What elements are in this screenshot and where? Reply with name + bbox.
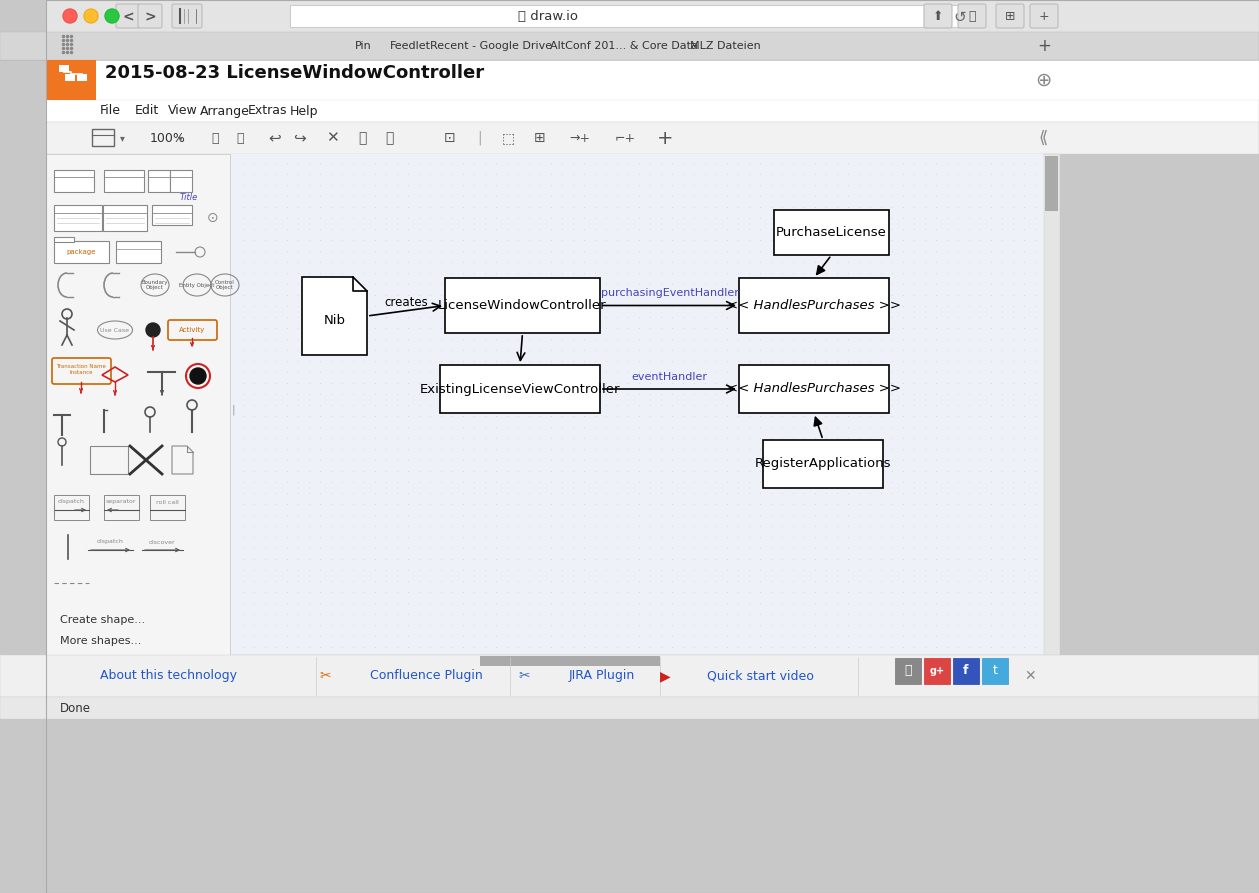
Text: separator: separator: [106, 499, 136, 505]
Text: dispatch: dispatch: [58, 499, 84, 505]
Text: +: +: [1037, 37, 1051, 55]
FancyBboxPatch shape: [104, 170, 144, 192]
Circle shape: [63, 9, 77, 23]
Circle shape: [104, 9, 120, 23]
Text: View: View: [167, 104, 198, 118]
FancyBboxPatch shape: [47, 154, 230, 658]
FancyBboxPatch shape: [103, 205, 147, 231]
Text: g+: g+: [929, 666, 944, 676]
FancyBboxPatch shape: [54, 170, 94, 192]
Text: >: >: [145, 10, 156, 24]
Circle shape: [190, 368, 206, 384]
FancyBboxPatch shape: [924, 4, 952, 28]
Text: |: |: [232, 405, 235, 415]
Text: t: t: [992, 664, 997, 678]
FancyBboxPatch shape: [739, 365, 889, 413]
Text: ▾: ▾: [120, 133, 125, 143]
Text: 🔍: 🔍: [212, 131, 219, 145]
Text: roll call: roll call: [156, 499, 179, 505]
FancyBboxPatch shape: [149, 170, 170, 192]
Text: creates: creates: [384, 296, 428, 309]
FancyBboxPatch shape: [958, 4, 986, 28]
Text: ✕: ✕: [1024, 669, 1036, 683]
Text: <: <: [122, 10, 133, 24]
Text: ↩: ↩: [268, 130, 281, 146]
Text: ✂: ✂: [519, 669, 530, 683]
FancyBboxPatch shape: [0, 697, 1259, 719]
Text: ✂: ✂: [320, 669, 331, 683]
Text: 📝: 📝: [904, 664, 912, 678]
Text: Recent - Google Drive: Recent - Google Drive: [431, 41, 553, 51]
Text: << HandlesPurchases >>: << HandlesPurchases >>: [726, 382, 901, 396]
Text: package: package: [67, 249, 96, 255]
FancyBboxPatch shape: [774, 210, 889, 255]
Text: →+: →+: [569, 131, 590, 145]
Text: ⎙: ⎙: [358, 131, 366, 145]
FancyBboxPatch shape: [170, 170, 193, 192]
FancyBboxPatch shape: [59, 65, 69, 72]
Text: ⬆: ⬆: [933, 11, 943, 23]
FancyBboxPatch shape: [480, 656, 660, 666]
Text: Activity: Activity: [179, 327, 205, 333]
FancyBboxPatch shape: [152, 205, 193, 225]
Text: f: f: [963, 664, 968, 678]
Text: Arrange: Arrange: [200, 104, 249, 118]
Text: Control
Object: Control Object: [215, 280, 235, 290]
Text: Instance: Instance: [69, 371, 93, 375]
Text: Pin: Pin: [355, 41, 371, 51]
FancyBboxPatch shape: [138, 4, 162, 28]
FancyBboxPatch shape: [1044, 154, 1060, 664]
Text: discover: discover: [149, 539, 175, 545]
FancyBboxPatch shape: [47, 122, 1259, 154]
FancyBboxPatch shape: [230, 154, 1045, 664]
Text: ⊙: ⊙: [208, 211, 219, 225]
FancyBboxPatch shape: [1045, 156, 1058, 211]
FancyBboxPatch shape: [65, 74, 76, 81]
Text: Feedlet: Feedlet: [390, 41, 431, 51]
Text: ✕: ✕: [326, 130, 339, 146]
Text: dispatch: dispatch: [97, 539, 123, 545]
Text: ▾: ▾: [178, 133, 183, 143]
FancyBboxPatch shape: [54, 205, 102, 231]
Text: RegisterApplications: RegisterApplications: [754, 457, 891, 471]
FancyBboxPatch shape: [54, 237, 74, 242]
Text: ▶: ▶: [660, 669, 670, 683]
Text: ⊞: ⊞: [1005, 11, 1015, 23]
Text: 2015-08-23 LicenseWindowController: 2015-08-23 LicenseWindowController: [104, 64, 485, 82]
FancyBboxPatch shape: [116, 4, 140, 28]
Text: About this technology: About this technology: [99, 670, 237, 682]
Text: ↺: ↺: [953, 10, 967, 24]
FancyBboxPatch shape: [77, 74, 87, 81]
FancyBboxPatch shape: [0, 32, 1259, 60]
Text: eventHandler: eventHandler: [632, 372, 708, 382]
FancyBboxPatch shape: [116, 241, 161, 263]
Text: ⊡: ⊡: [444, 131, 456, 145]
Text: Confluence Plugin: Confluence Plugin: [370, 670, 482, 682]
Text: Use Case: Use Case: [101, 328, 130, 332]
FancyBboxPatch shape: [54, 241, 110, 263]
FancyBboxPatch shape: [996, 4, 1024, 28]
FancyBboxPatch shape: [895, 658, 922, 684]
Text: Boundary
Object: Boundary Object: [142, 280, 169, 290]
Text: |: |: [477, 130, 482, 146]
Text: ⎙: ⎙: [385, 131, 393, 145]
Text: ⬛: ⬛: [68, 75, 74, 85]
Text: Create shape...: Create shape...: [60, 615, 145, 625]
Text: Title: Title: [180, 193, 198, 202]
Text: 🔍: 🔍: [237, 131, 244, 145]
Text: More shapes...: More shapes...: [60, 636, 141, 646]
FancyBboxPatch shape: [439, 365, 601, 413]
FancyBboxPatch shape: [172, 4, 201, 28]
Text: << HandlesPurchases >>: << HandlesPurchases >>: [726, 299, 901, 312]
FancyBboxPatch shape: [47, 60, 96, 100]
Circle shape: [84, 9, 98, 23]
Text: Quick start video: Quick start video: [708, 670, 813, 682]
Text: PurchaseLicense: PurchaseLicense: [776, 226, 886, 239]
FancyBboxPatch shape: [47, 60, 1259, 100]
Text: 🔒 draw.io: 🔒 draw.io: [517, 11, 578, 23]
FancyBboxPatch shape: [953, 658, 980, 684]
FancyBboxPatch shape: [230, 655, 1045, 667]
Text: 100%: 100%: [150, 131, 186, 145]
Text: Edit: Edit: [135, 104, 159, 118]
